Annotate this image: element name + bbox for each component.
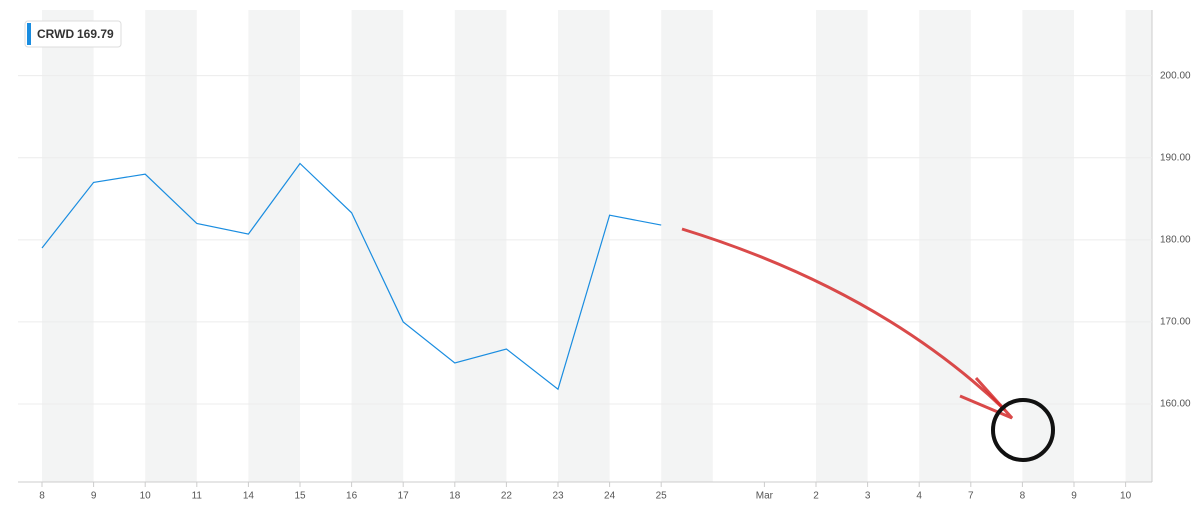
x-tick-label: 22 (501, 491, 513, 502)
x-tick-label: 14 (243, 491, 255, 502)
arrow-head (959, 376, 1014, 420)
x-tick-label: 10 (140, 491, 152, 502)
legend: CRWD 169.79 (24, 20, 122, 48)
price-line (41, 162, 662, 391)
x-tick-label: 4 (916, 491, 922, 502)
y-tick-label: 160.00 (1160, 399, 1191, 410)
x-tick-label: 9 (91, 491, 97, 502)
legend-swatch (27, 23, 31, 45)
day-band (1125, 10, 1152, 482)
x-tick-label: 25 (656, 491, 668, 502)
x-tick-label: 8 (39, 491, 45, 502)
y-tick-label: 200.00 (1160, 70, 1191, 81)
x-tick-label: Mar (756, 491, 774, 502)
day-band (351, 10, 404, 482)
x-tick-label: 7 (968, 491, 974, 502)
legend-value: 169.79 (77, 27, 114, 41)
day-band (248, 10, 300, 482)
annotation (681, 227, 1055, 462)
y-tick-label: 180.00 (1160, 234, 1191, 245)
arrow (681, 227, 1007, 412)
x-tick-label: 24 (604, 491, 616, 502)
day-band (558, 10, 610, 482)
legend-box (24, 20, 122, 48)
x-tick-label: 15 (294, 491, 306, 502)
y-tick-label: 190.00 (1160, 152, 1191, 163)
day-band (42, 10, 94, 482)
x-tick-label: 16 (346, 491, 358, 502)
x-tick-label: 23 (552, 491, 564, 502)
highlight-circle (991, 398, 1055, 462)
day-band (661, 10, 713, 482)
day-band (1022, 10, 1074, 482)
day-band (816, 10, 868, 482)
day-band (919, 10, 971, 482)
x-tick-label: 3 (865, 491, 871, 502)
y-tick-label: 170.00 (1160, 317, 1191, 328)
x-tick-label: 11 (192, 491, 203, 502)
x-tick-label: 10 (1120, 491, 1132, 502)
x-tick-label: 2 (813, 491, 819, 502)
x-tick-label: 17 (398, 491, 410, 502)
x-tick-label: 8 (1020, 491, 1026, 502)
day-band (454, 10, 507, 482)
legend-name: CRWD (37, 27, 74, 41)
x-tick-label: 9 (1071, 491, 1077, 502)
day-band (145, 10, 197, 482)
x-tick-label: 18 (449, 491, 461, 502)
